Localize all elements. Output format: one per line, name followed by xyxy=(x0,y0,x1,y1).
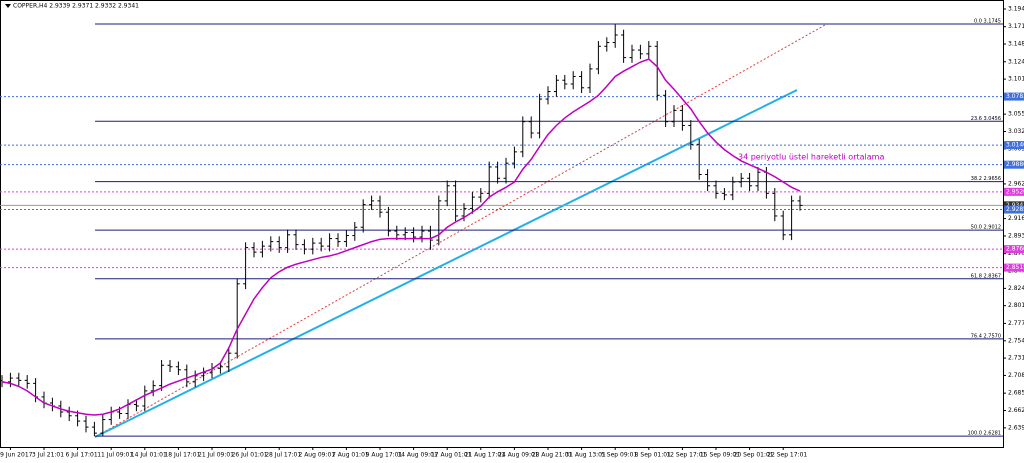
x-tick-label: 20 Sep 01:01 xyxy=(734,452,774,459)
x-tick-label: 3 Jul 21:01 xyxy=(32,452,64,459)
title-arrow xyxy=(5,4,11,8)
x-tick-label: 11 Jul 09:01 xyxy=(97,452,133,459)
y-tick-label: 3.1945 xyxy=(1008,5,1024,12)
x-tick-label: 17 Aug 01:01 xyxy=(431,452,472,459)
x-tick-label: 29 Jun 2017 xyxy=(0,452,33,459)
plot-frame xyxy=(0,0,1004,448)
x-tick-label: 8 Sep 01:01 xyxy=(635,452,671,459)
chart-title: COPPER,H4 2.9339 2.9371 2.9332 2.9341 xyxy=(13,3,139,10)
fib-label: 50.0 2.9012 xyxy=(971,225,1001,231)
y-tick-label: 2.7545 xyxy=(1008,337,1024,344)
price-box-label: 2.8515 xyxy=(1006,264,1024,271)
y-tick-label: 2.7775 xyxy=(1008,320,1024,327)
price-box xyxy=(1004,187,1024,196)
price-box-label: 3.0140 xyxy=(1006,142,1024,149)
price-box xyxy=(1004,205,1024,214)
x-tick-label: 5 Sep 09:01 xyxy=(601,452,637,459)
y-tick-label: 2.8700 xyxy=(1008,250,1024,257)
y-tick-label: 3.1245 xyxy=(1008,58,1024,65)
price-box xyxy=(1004,160,1024,169)
x-tick-label: 24 Aug 09:01 xyxy=(498,452,539,459)
ema-line xyxy=(1,58,801,416)
y-tick-label: 2.8010 xyxy=(1008,302,1024,309)
fib-label: 61.8 2.8367 xyxy=(971,273,1001,279)
x-tick-label: 21 Aug 17:01 xyxy=(465,452,506,459)
x-tick-label: 22 Sep 17:01 xyxy=(767,452,807,459)
fib-label: 0.0 3.1745 xyxy=(974,19,1001,25)
y-tick-label: 2.9625 xyxy=(1008,180,1024,187)
trend-line xyxy=(94,89,798,438)
price-box-label: 2.9880 xyxy=(1006,161,1024,168)
fib-label: 76.4 2.7570 xyxy=(971,333,1001,339)
y-tick-label: 2.9165 xyxy=(1008,215,1024,222)
x-tick-label: 15 Sep 09:01 xyxy=(700,452,740,459)
y-tick-label: 3.0550 xyxy=(1008,111,1024,118)
y-tick-label: 3.0320 xyxy=(1008,128,1024,135)
x-tick-label: 26 Jul 01:01 xyxy=(232,452,268,459)
y-tick-label: 3.1710 xyxy=(1008,23,1024,30)
x-tick-label: 7 Aug 01:01 xyxy=(332,452,369,459)
x-tick-label: 12 Sep 17:01 xyxy=(666,452,706,459)
x-tick-label: 14 Jul 01:01 xyxy=(131,452,167,459)
x-tick-label: 6 Jul 17:01 xyxy=(66,452,98,459)
x-tick-label: 31 Aug 13:01 xyxy=(565,452,606,459)
fib-label: 23.6 3.0456 xyxy=(971,116,1001,122)
fib-label: 38.2 2.9656 xyxy=(971,176,1001,182)
y-tick-label: 3.1480 xyxy=(1008,41,1024,48)
x-tick-label: 28 Jul 17:01 xyxy=(265,452,301,459)
x-tick-label: 9 Aug 17:01 xyxy=(366,452,403,459)
price-box xyxy=(1004,92,1024,101)
price-box xyxy=(1004,141,1024,150)
price-box-label: 2.9520 xyxy=(1006,188,1024,195)
price-box xyxy=(1004,201,1024,210)
price-box-label: 2.8760 xyxy=(1006,246,1024,253)
fib-label: 100.0 2.6281 xyxy=(968,431,1001,437)
price-box xyxy=(1004,263,1024,272)
price-box-label: 2.9285 xyxy=(1006,206,1024,213)
y-tick-label: 2.7085 xyxy=(1008,372,1024,379)
x-tick-label: 28 Aug 21:01 xyxy=(532,452,573,459)
x-tick-label: 21 Jul 09:01 xyxy=(198,452,234,459)
price-box-label: 2.9341 xyxy=(1006,202,1024,209)
y-tick-label: 3.1015 xyxy=(1008,76,1024,83)
y-tick-label: 2.8935 xyxy=(1008,232,1024,239)
x-tick-label: 18 Jul 17:01 xyxy=(164,452,200,459)
y-tick-label: 2.8240 xyxy=(1008,285,1024,292)
y-tick-label: 2.7315 xyxy=(1008,355,1024,362)
x-tick-label: 14 Aug 09:01 xyxy=(397,452,438,459)
y-tick-label: 2.6620 xyxy=(1008,407,1024,414)
price-box xyxy=(1004,245,1024,254)
annotation: 34 periyotlu üstel hareketli ortalama xyxy=(738,153,884,162)
y-tick-label: 2.6850 xyxy=(1008,390,1024,397)
x-tick-label: 2 Aug 09:01 xyxy=(298,452,335,459)
